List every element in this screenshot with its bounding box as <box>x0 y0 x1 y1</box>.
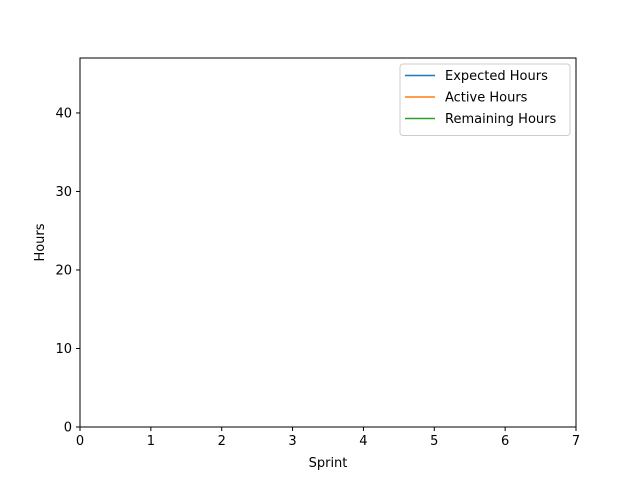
y-tick-label: 30 <box>55 185 72 200</box>
y-tick-label: 20 <box>55 263 72 278</box>
y-axis-label: Hours <box>33 223 48 261</box>
x-tick-label: 2 <box>218 434 226 449</box>
x-tick-label: 1 <box>147 434 155 449</box>
plot-area-frame <box>79 57 577 428</box>
y-tick-label: 0 <box>64 421 72 436</box>
legend-entry-label: Expected Hours <box>445 69 548 84</box>
legend: Expected Hours Active Hours Remaining Hour… <box>399 63 571 136</box>
y-tick-label: 10 <box>55 342 72 357</box>
x-tick-label: 3 <box>288 434 296 449</box>
x-tick-label: 5 <box>430 434 438 449</box>
y-axis-ticks: 0 10 20 30 40 <box>55 106 80 436</box>
x-tick-label: 6 <box>501 434 509 449</box>
x-axis-ticks: 0 1 2 3 4 5 6 7 <box>76 427 580 449</box>
x-tick-label: 4 <box>359 434 367 449</box>
legend-entry-label: Remaining Hours <box>445 112 556 127</box>
legend-box <box>399 63 571 136</box>
x-axis-label: Sprint <box>309 456 348 471</box>
x-tick-label: 7 <box>572 434 580 449</box>
x-tick-label: 0 <box>76 434 84 449</box>
y-tick-label: 40 <box>55 106 72 121</box>
legend-entry-label: Active Hours <box>445 91 528 106</box>
